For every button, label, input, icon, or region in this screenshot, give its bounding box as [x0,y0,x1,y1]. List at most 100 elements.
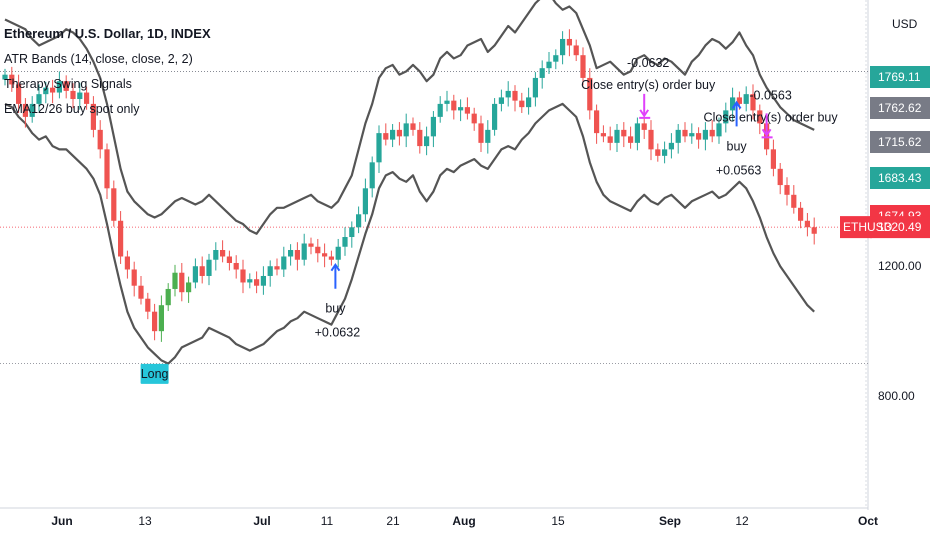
candle-body [539,68,545,78]
candle [118,211,124,264]
candle [410,117,416,136]
candle [539,60,545,89]
candle-body [784,185,790,195]
candle-body [308,243,314,247]
candle [444,90,450,112]
candle [362,178,368,222]
candle-body [417,129,423,147]
candle-body [356,214,362,228]
candle-body [641,123,647,130]
candle-body [274,266,280,270]
time-tick-label: 15 [551,514,565,528]
candle-body [424,136,430,147]
candle [546,51,552,75]
candle [335,238,341,268]
candle-body [220,250,226,257]
candle [9,66,15,92]
candle-body [512,90,518,101]
candle-body [138,285,144,299]
candle [288,244,294,266]
candle-body [736,97,742,104]
atr-bands [4,0,815,365]
candle-body [519,100,525,108]
time-tick-label: Jul [253,514,270,528]
candle [600,125,606,143]
candle-body [77,92,83,100]
candle [29,96,35,123]
close-entry-value: -0.0563 [749,89,791,103]
candle [226,250,232,271]
candle-body [254,279,260,286]
candle-body [587,77,593,111]
candle-body [383,133,389,140]
indicator-atr-bands[interactable]: ATR Bands (14, close, close, 2, 2) [4,52,193,66]
candle-body [179,272,185,293]
time-tick-label: 11 [321,514,334,528]
candle [458,99,464,122]
candle-body [458,107,464,111]
candle [424,126,430,156]
candle-body [492,103,498,130]
candle [383,123,389,146]
candle-body [723,110,729,124]
candle-body [22,103,28,117]
price-tag-value: 1762.62 [878,101,922,115]
candle-body [621,129,627,137]
candle-body [315,246,321,254]
candle-body [36,94,42,104]
candle [70,83,76,109]
candle [512,85,518,112]
candle-body [199,266,205,276]
candle [145,292,151,320]
candle [553,49,559,70]
candle [206,253,212,286]
buy-arrowhead [731,100,742,109]
indicator-therapy-swing[interactable]: Therapy Swing Signals [4,77,132,91]
price-tag-value: 1320.49 [878,220,922,234]
candle-body [403,123,409,137]
symbol-title[interactable]: Ethereum / U.S. Dollar, 1D, INDEX [4,26,211,41]
candle-body [158,305,164,332]
candle [573,39,579,62]
buy-label: buy [325,302,346,316]
time-tick-label: 13 [138,514,152,528]
price-tag: 1683.43 [870,167,930,189]
candle [668,133,674,159]
candle [770,139,776,177]
candle-body [2,74,8,80]
candle [199,256,205,284]
candle-body [811,227,817,234]
candle [675,124,681,154]
candle [709,120,715,143]
price-tag-value: 1715.62 [878,135,922,149]
candle-body [560,38,566,56]
candle [594,104,600,144]
candle [492,98,498,136]
candle-body [791,194,797,208]
candle-body [553,55,559,62]
candle [172,264,178,297]
candle [804,212,810,237]
candle-body [464,107,470,114]
time-tick-label: Oct [858,514,878,528]
currency-label: USD [892,17,918,31]
candle-body [430,116,436,137]
indicator-ema-buy-spot[interactable]: EMA12/26 buy spot only [4,102,140,116]
candle [811,217,817,245]
candle-body [709,129,715,137]
candle [186,276,192,303]
candle [560,31,566,65]
symbol-tag-text: ETHUSD [843,220,893,234]
time-axis[interactable]: Jun 13 Jul 11 21 Aug 15 Sep 12 Oct [51,514,878,528]
candle-body [63,81,69,91]
candle [376,125,382,174]
candle [2,68,8,86]
candle-body [600,133,606,137]
close-entry-label: Close entry(s) order buy [581,78,716,92]
candle-body [206,259,212,276]
candle [607,126,613,151]
candle [614,124,620,152]
price-tag-box [870,216,930,239]
